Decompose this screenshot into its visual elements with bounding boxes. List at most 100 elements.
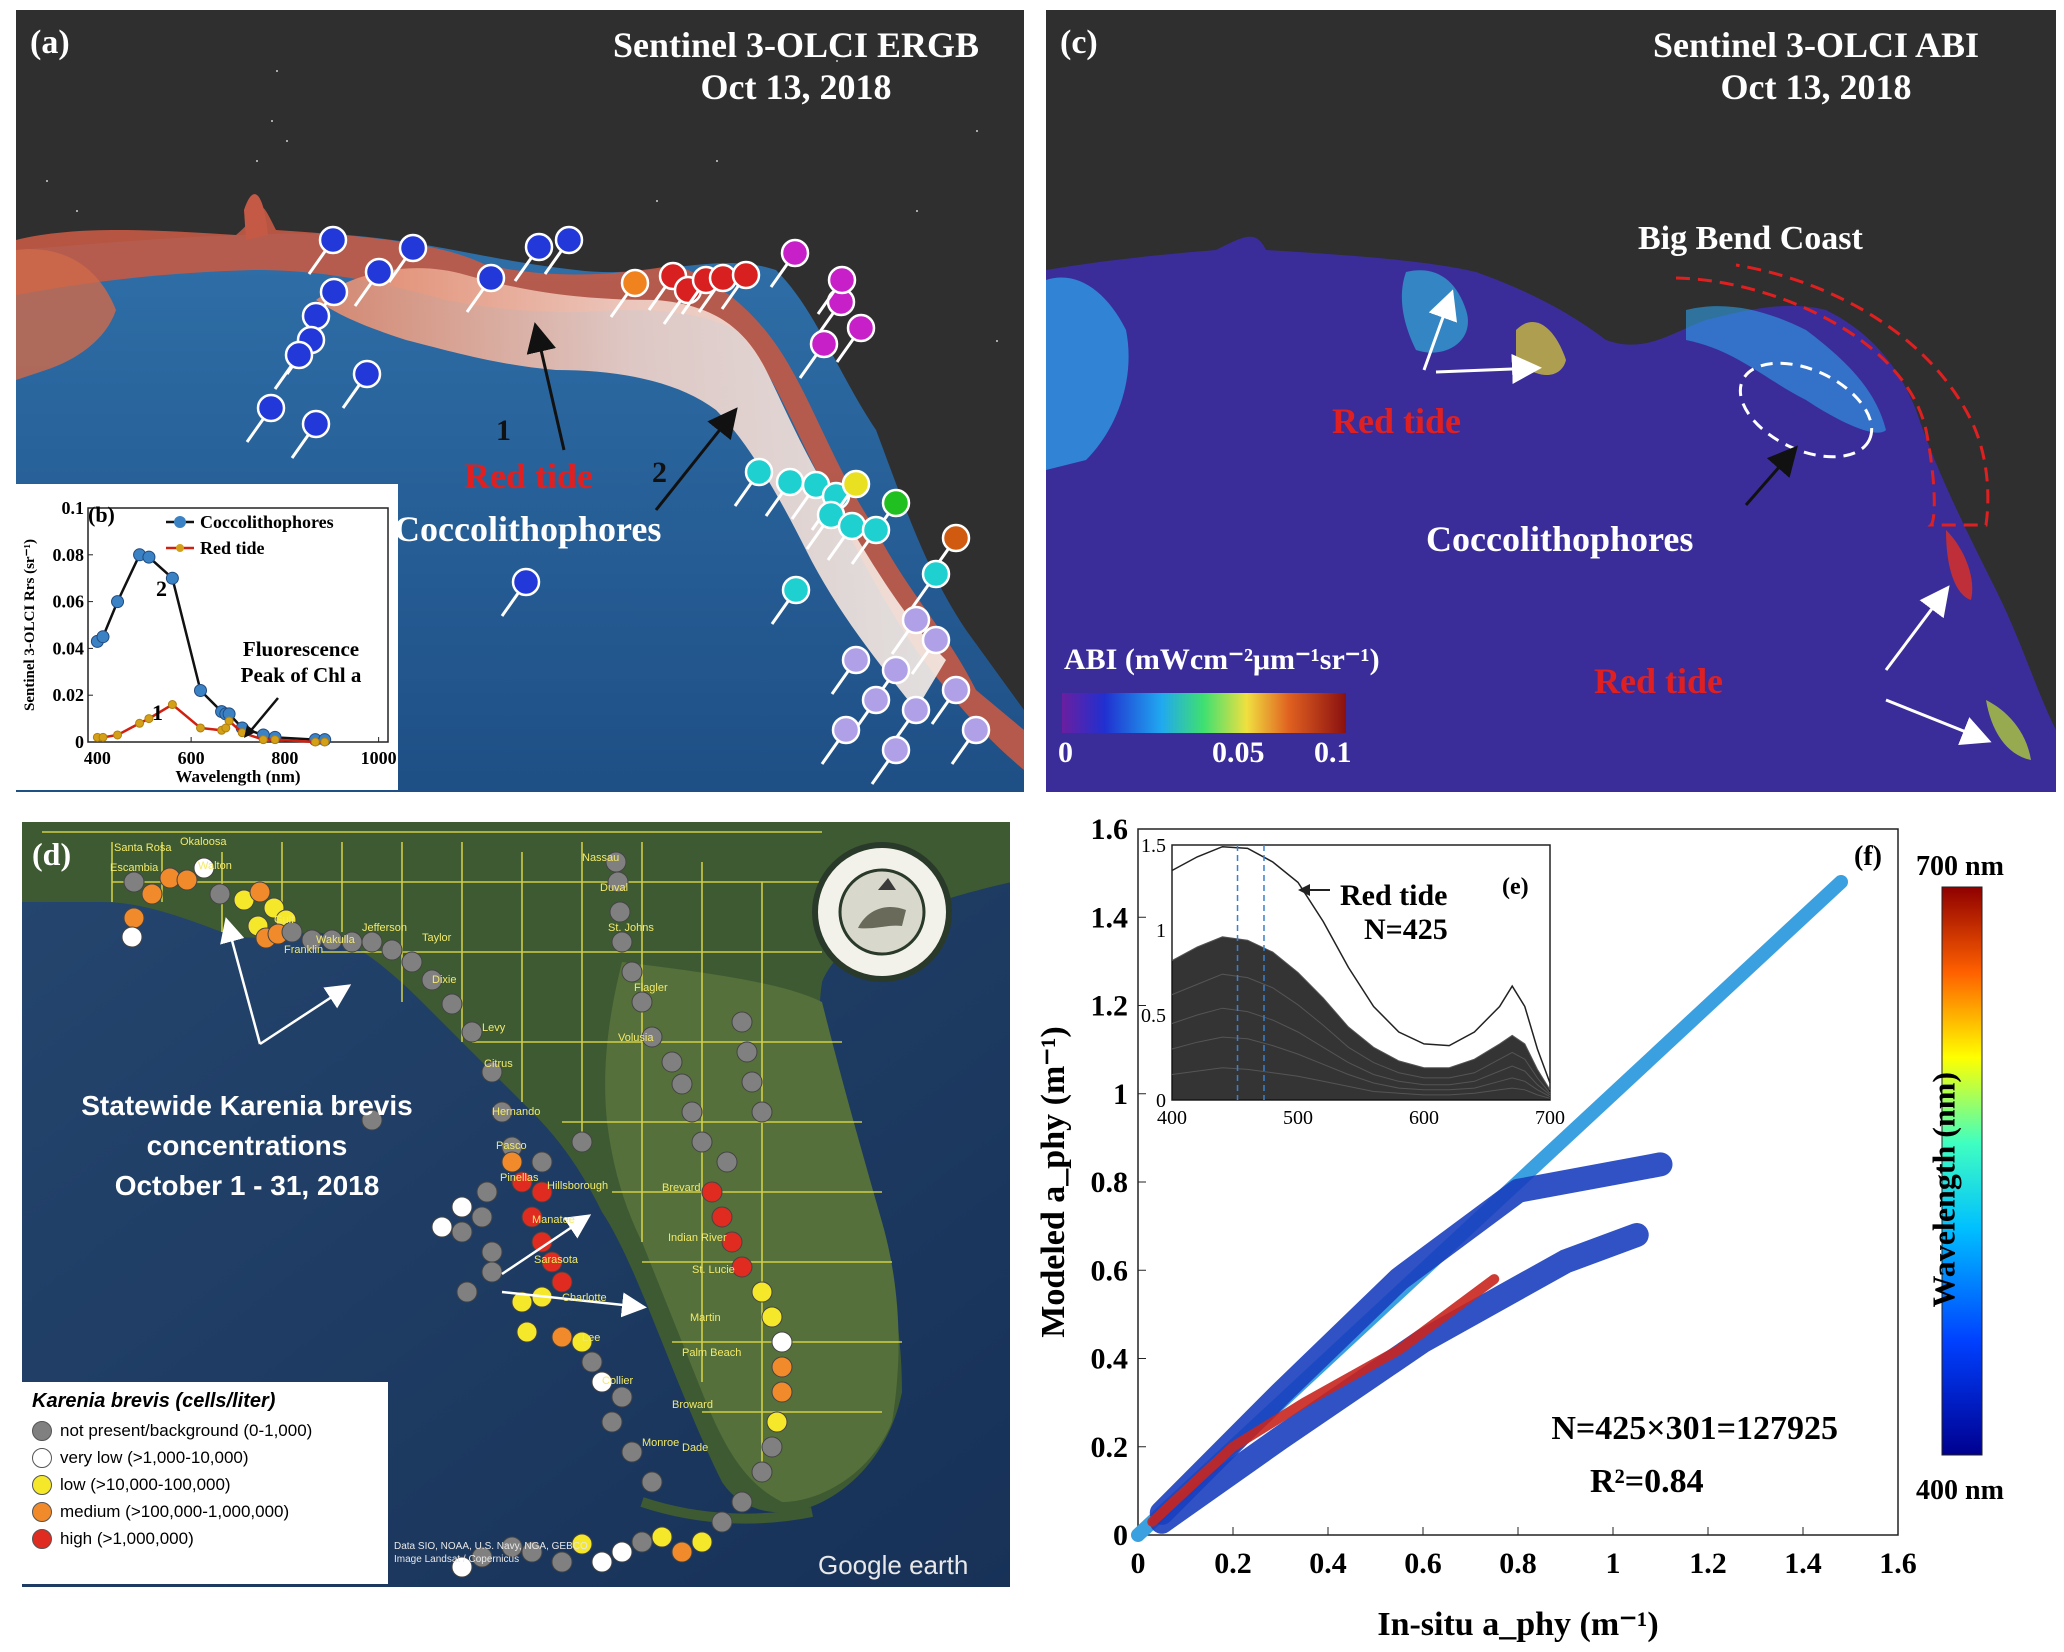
x-tick-label: 1.6 [1879, 1547, 1917, 1580]
annot-e-line2: N=425 [1364, 913, 1448, 946]
sample-dot [771, 1356, 793, 1378]
y-tick-label: 0.1 [62, 498, 85, 518]
y-tick-label: 0.8 [1091, 1166, 1129, 1199]
sample-dot [121, 926, 143, 948]
sample-dot [551, 1271, 573, 1293]
panel-c-abi-image: (c) Sentinel 3-OLCI ABI Oct 13, 2018 Big… [1046, 10, 2056, 792]
sample-dot [751, 1461, 773, 1483]
e-arrowhead [1298, 884, 1310, 896]
sampling-pin [961, 715, 991, 745]
sample-dot [421, 969, 443, 991]
sample-dot [711, 1206, 733, 1228]
wavelength-colorbar [1941, 886, 1983, 1456]
legend-marker [176, 544, 184, 552]
sampling-pin [881, 655, 911, 685]
sampling-pin [941, 523, 971, 553]
county-label: Dade [682, 1442, 709, 1454]
county-label: Volusia [618, 1032, 654, 1044]
spectrum-line [1171, 936, 1551, 1091]
legend-item: not present/background (0-1,000) [32, 1417, 378, 1444]
sampling-pin [352, 359, 382, 389]
sample-dot [123, 907, 145, 929]
sample-dot [571, 1331, 593, 1353]
panel-f-scatter: 0 0 0.2 0.2 0.4 0.4 0.6 0.6 0.8 0.8 1 1 1.2 1.2 1.4 1.4… [1010, 815, 2064, 1652]
data-point [98, 732, 108, 742]
sample-dot [741, 1071, 763, 1093]
x-tick-label: 0.8 [1499, 1547, 1537, 1580]
sample-dot [736, 1041, 758, 1063]
legend-label: medium (>100,000-1,000,000) [60, 1501, 290, 1521]
plot-frame [87, 507, 389, 743]
data-point [142, 550, 156, 564]
y-tick-label: 1 [1113, 1078, 1128, 1111]
data-point [144, 714, 154, 724]
colorbar-tick-2: 0.1 [1314, 736, 1352, 769]
county-label: Pinellas [500, 1172, 539, 1184]
e-x-tick-label: 600 [1409, 1107, 1439, 1129]
y-axis-label: Modeled a_phy (m⁻¹) [1035, 1026, 1072, 1337]
sample-dot [631, 1531, 653, 1553]
sampling-pin [731, 260, 761, 290]
sample-dot [611, 931, 633, 953]
sampling-pin [554, 225, 584, 255]
arrow-red-tide-bottom-1 [1884, 585, 1950, 671]
sampling-pin [398, 233, 428, 263]
sample-dot [451, 1221, 473, 1243]
abi-satellite-image [1046, 236, 2056, 792]
sample-dot [176, 869, 198, 891]
overlay-line-2: concentrations [146, 1130, 348, 1161]
e-y-tick-label: 1 [1156, 920, 1166, 942]
legend-swatch [32, 1528, 52, 1549]
sample-dot [631, 991, 653, 1013]
attribution-line-1: Data SIO, NOAA, U.S. Navy, NGA, GEBCO [394, 1541, 588, 1552]
sample-dot [571, 1533, 593, 1555]
e-x-tick-label: 700 [1535, 1107, 1565, 1129]
e-x-tick-label: 400 [1157, 1107, 1187, 1129]
annot-red-tide-bottom: Red tide [1594, 661, 1723, 701]
x-tick-label: 0.4 [1309, 1547, 1347, 1580]
sample-dot [501, 1536, 523, 1558]
sample-dot [209, 883, 231, 905]
scatter-series [1149, 1152, 1673, 1525]
e-x-tick-label: 500 [1283, 1107, 1313, 1129]
sampling-pin [780, 238, 810, 268]
karenia-sample-dots [121, 851, 793, 1578]
sample-dot [521, 1541, 543, 1563]
y-axis-label: Sentinel 3-OLCI Rrs (sr⁻¹) [22, 539, 38, 711]
sample-dot [651, 1526, 673, 1548]
x-tick-label: 600 [178, 748, 205, 768]
sampling-pin [881, 735, 911, 765]
annot-fluorescence: Fluorescence Peak of Chl a [216, 636, 386, 688]
sample-dot [621, 961, 643, 983]
sampling-pin [511, 567, 541, 597]
annot-coccolithophores-c: Coccolithophores [1426, 519, 1694, 559]
sampling-pin [318, 225, 348, 255]
annot-big-bend: Big Bend Coast [1638, 220, 1863, 257]
sampling-pin [364, 257, 394, 287]
sampling-pin [941, 675, 971, 705]
sample-dot [731, 1011, 753, 1033]
sample-dot [501, 1151, 523, 1173]
data-point [113, 730, 123, 740]
panel-f-label: (f) [1854, 841, 1882, 872]
spectrum-line [1171, 1067, 1551, 1099]
colorbar-title: ABI (mWcm⁻²μm⁻¹sr⁻¹) [1064, 643, 1380, 676]
sample-dot [771, 1331, 793, 1353]
sample-dot [731, 1256, 753, 1278]
sample-dot [456, 1281, 478, 1303]
county-label: Hillsborough [547, 1180, 609, 1192]
sample-dot [141, 883, 163, 905]
sample-dot [571, 1131, 593, 1153]
sampling-pin [841, 645, 871, 675]
county-label: St. Lucie [692, 1264, 735, 1276]
sampling-pin [744, 457, 774, 487]
attribution-line-2: Image Landsat / Copernicus [394, 1554, 520, 1565]
county-label: Monroe [642, 1437, 680, 1449]
sample-dot [531, 1286, 553, 1308]
legend-item: medium (>100,000-1,000,000) [32, 1498, 378, 1525]
data-point [135, 718, 145, 728]
county-label: Santa Rosa [114, 842, 172, 854]
county-label: Hernando [492, 1106, 541, 1118]
county-label: Citrus [484, 1058, 513, 1070]
annot-fluorescence-line1: Fluorescence [242, 637, 360, 661]
